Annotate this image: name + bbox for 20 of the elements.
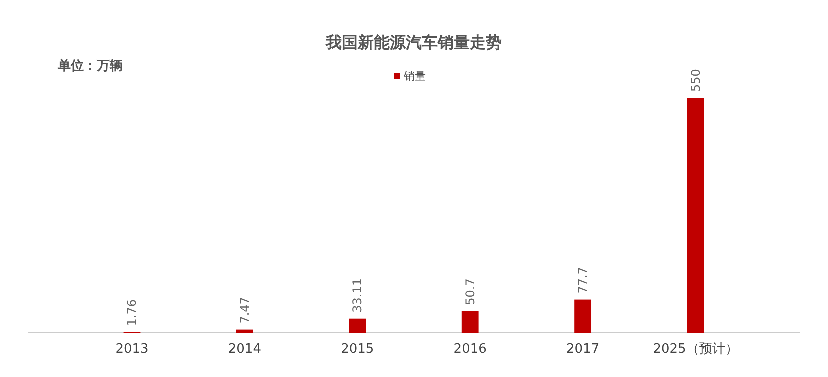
x-tick-label: 2014 <box>228 342 262 357</box>
data-label: 50.7 <box>463 278 478 306</box>
bar <box>574 300 592 333</box>
bar <box>349 318 366 333</box>
chart-title: 我国新能源汽车销量走势 <box>325 33 502 52</box>
bar <box>687 98 704 333</box>
data-label: 1.76 <box>125 300 140 326</box>
x-tick-label: 2016 <box>454 342 487 357</box>
bar <box>462 311 479 333</box>
bar <box>236 330 254 333</box>
legend-label: 销量 <box>403 70 426 83</box>
x-tick-label: 2013 <box>116 342 149 357</box>
x-tick-label: 2025（预计） <box>653 342 738 357</box>
data-label: 7.47 <box>238 297 252 324</box>
data-label: 550 <box>688 69 703 92</box>
text: 单位：万辆 <box>57 58 123 74</box>
x-tick-label: 2015 <box>341 342 374 357</box>
data-label: 77.7 <box>576 267 590 294</box>
x-tick-label: 2017 <box>566 342 600 357</box>
data-label: 33.11 <box>350 278 365 313</box>
